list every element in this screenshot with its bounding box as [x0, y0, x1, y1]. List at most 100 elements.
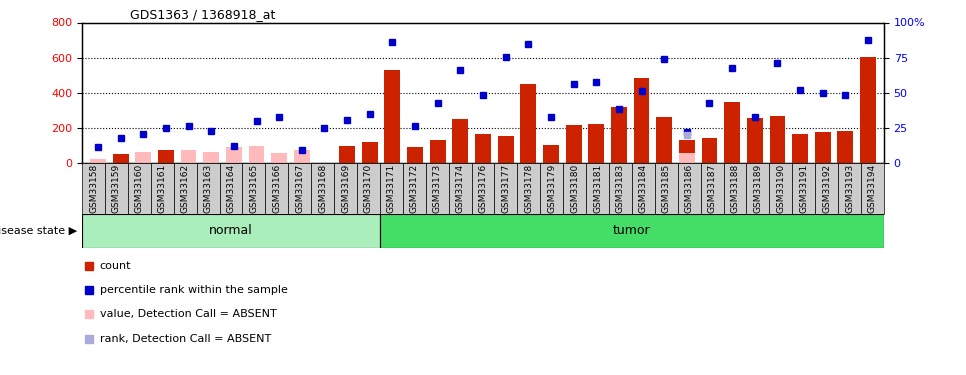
Text: GSM33177: GSM33177	[501, 164, 510, 213]
Text: count: count	[99, 261, 131, 271]
Text: GDS1363 / 1368918_at: GDS1363 / 1368918_at	[130, 8, 275, 21]
Text: GSM33183: GSM33183	[616, 164, 625, 213]
Bar	[288, 163, 311, 214]
Bar	[769, 163, 792, 214]
Text: GSM33185: GSM33185	[662, 164, 670, 213]
Text: GSM33163: GSM33163	[204, 164, 213, 213]
Bar	[495, 163, 518, 214]
Bar	[814, 132, 831, 163]
Bar	[747, 118, 763, 163]
Text: GSM33186: GSM33186	[685, 164, 694, 213]
Bar	[266, 163, 288, 214]
Bar	[203, 152, 219, 163]
Bar	[471, 163, 495, 214]
Bar	[135, 152, 152, 163]
Bar	[518, 163, 540, 214]
Bar	[860, 57, 876, 163]
Text: GSM33169: GSM33169	[341, 164, 350, 213]
Bar	[128, 163, 151, 214]
Bar	[815, 163, 838, 214]
Bar	[294, 150, 310, 163]
Bar	[792, 163, 815, 214]
Text: GSM33174: GSM33174	[456, 164, 465, 213]
Bar	[700, 163, 724, 214]
Text: GSM33179: GSM33179	[547, 164, 556, 213]
Text: GSM33188: GSM33188	[730, 164, 740, 213]
Bar	[792, 134, 808, 163]
Text: GSM33180: GSM33180	[570, 164, 580, 213]
Text: GSM33189: GSM33189	[753, 164, 762, 213]
Bar	[151, 163, 174, 214]
Bar	[724, 102, 740, 163]
Bar	[632, 163, 655, 214]
Text: rank, Detection Call = ABSENT: rank, Detection Call = ABSENT	[99, 334, 271, 344]
Text: GSM33167: GSM33167	[296, 164, 304, 213]
Bar	[475, 134, 491, 163]
Bar	[838, 132, 853, 163]
Text: GSM33158: GSM33158	[89, 164, 99, 213]
Text: normal: normal	[209, 224, 253, 237]
Bar	[334, 163, 357, 214]
Bar	[219, 163, 242, 214]
Bar	[679, 140, 695, 163]
Text: GSM33171: GSM33171	[386, 164, 396, 213]
Text: GSM33192: GSM33192	[822, 164, 831, 213]
Text: GSM33165: GSM33165	[249, 164, 259, 213]
Text: GSM33166: GSM33166	[272, 164, 281, 213]
Text: GSM33176: GSM33176	[478, 164, 488, 213]
Bar	[563, 163, 586, 214]
Bar	[380, 163, 403, 214]
Bar	[452, 119, 469, 163]
Bar	[181, 150, 196, 163]
Bar	[678, 163, 700, 214]
Bar	[543, 145, 559, 163]
Bar	[380, 214, 884, 248]
Bar	[430, 140, 445, 163]
Bar	[407, 147, 423, 163]
Text: GSM33170: GSM33170	[364, 164, 373, 213]
Bar	[656, 117, 672, 163]
Bar	[679, 153, 695, 163]
Bar	[521, 84, 536, 163]
Text: GSM33168: GSM33168	[318, 164, 327, 213]
Bar	[311, 163, 334, 214]
Bar	[747, 163, 769, 214]
Bar	[770, 116, 785, 163]
Bar	[861, 163, 884, 214]
Text: GSM33190: GSM33190	[777, 164, 785, 213]
Bar	[566, 125, 582, 163]
Bar	[701, 138, 718, 163]
Bar	[339, 146, 355, 163]
Bar	[242, 163, 266, 214]
Bar	[540, 163, 563, 214]
Bar	[105, 163, 128, 214]
Bar	[226, 147, 242, 163]
Bar	[357, 163, 380, 214]
Bar	[724, 163, 747, 214]
Bar	[838, 163, 861, 214]
Text: GSM33159: GSM33159	[112, 164, 121, 213]
Text: GSM33181: GSM33181	[593, 164, 602, 213]
Text: GSM33160: GSM33160	[135, 164, 144, 213]
Text: disease state ▶: disease state ▶	[0, 226, 77, 236]
Text: value, Detection Call = ABSENT: value, Detection Call = ABSENT	[99, 309, 276, 320]
Bar	[655, 163, 678, 214]
Bar	[426, 163, 448, 214]
Bar	[113, 154, 128, 163]
Text: GSM33191: GSM33191	[799, 164, 809, 213]
Text: GSM33162: GSM33162	[181, 164, 189, 213]
Text: GSM33187: GSM33187	[707, 164, 717, 213]
Bar	[634, 78, 649, 163]
Bar	[384, 70, 400, 163]
Bar	[158, 150, 174, 163]
Text: GSM33178: GSM33178	[525, 164, 533, 213]
Bar	[82, 214, 380, 248]
Bar	[174, 163, 197, 214]
Bar	[90, 159, 106, 163]
Bar	[403, 163, 426, 214]
Bar	[586, 163, 609, 214]
Text: percentile rank within the sample: percentile rank within the sample	[99, 285, 288, 295]
Bar	[611, 107, 627, 163]
Bar	[588, 124, 604, 163]
Bar	[271, 153, 287, 163]
